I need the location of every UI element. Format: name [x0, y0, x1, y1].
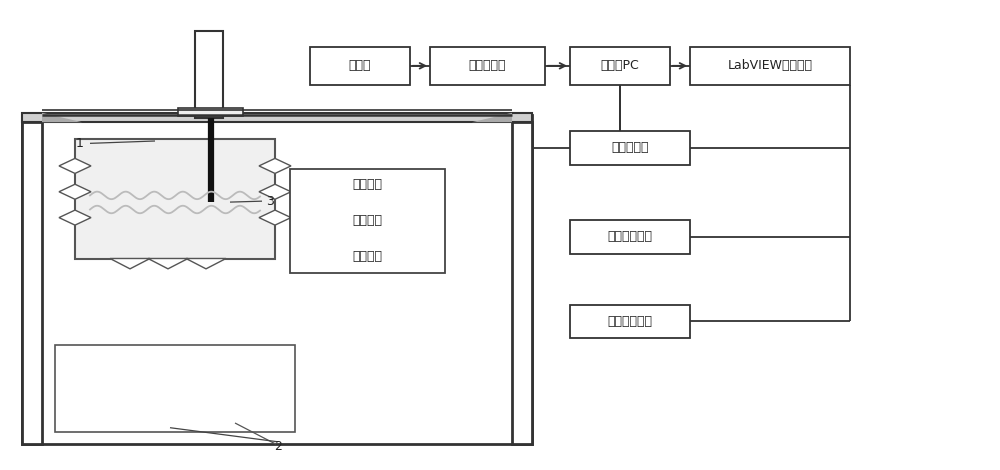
Bar [22, 122, 42, 444]
Text: 数字示波器: 数字示波器 [611, 141, 649, 154]
Bar [570, 131, 690, 164]
Polygon shape [59, 210, 91, 225]
Polygon shape [259, 184, 291, 199]
Polygon shape [472, 113, 512, 122]
Bar [570, 305, 690, 338]
Bar [310, 47, 410, 85]
Polygon shape [186, 258, 226, 269]
Text: 上位机PC: 上位机PC [601, 59, 639, 72]
Bar [178, 108, 243, 116]
Text: 超声控制

温度控制

时间控制: 超声控制 温度控制 时间控制 [352, 179, 382, 263]
Polygon shape [59, 184, 91, 199]
Bar [22, 115, 532, 444]
Polygon shape [42, 113, 82, 122]
Text: 运动控制模块: 运动控制模块 [607, 230, 652, 243]
Bar [195, 31, 223, 118]
Text: 3: 3 [266, 195, 274, 208]
Text: LabVIEW程序控制: LabVIEW程序控制 [727, 59, 812, 72]
Bar [570, 220, 690, 254]
Bar [430, 47, 545, 85]
Bar [75, 139, 275, 258]
Polygon shape [259, 210, 291, 225]
Bar [55, 345, 295, 432]
Text: 运动控制卡: 运动控制卡 [469, 59, 506, 72]
Polygon shape [148, 258, 188, 269]
Text: 驱动器: 驱动器 [349, 59, 371, 72]
Bar [22, 113, 532, 122]
Text: 1: 1 [76, 137, 84, 150]
Bar [570, 47, 670, 85]
Polygon shape [110, 258, 150, 269]
Bar [290, 169, 445, 273]
Polygon shape [59, 158, 91, 173]
Polygon shape [259, 158, 291, 173]
Text: 2: 2 [274, 440, 282, 453]
Bar [690, 47, 850, 85]
Text: 数字信号采集: 数字信号采集 [607, 315, 652, 328]
Bar [512, 122, 532, 444]
